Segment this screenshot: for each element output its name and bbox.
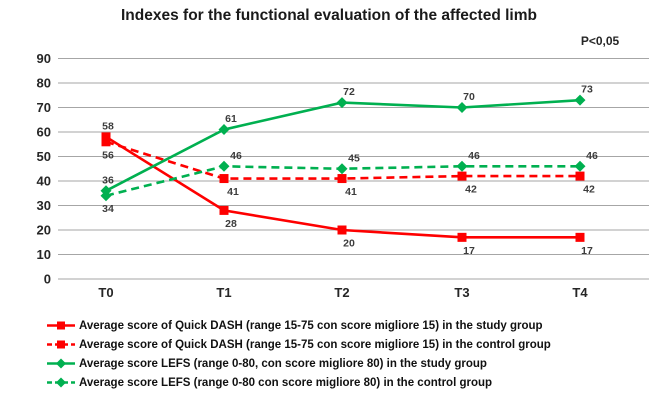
square-marker <box>337 225 347 235</box>
y-tick-label: 30 <box>37 198 51 213</box>
square-marker <box>337 174 347 184</box>
data-label: 61 <box>225 113 237 125</box>
diamond-marker <box>336 163 348 175</box>
series-2: 56 41 41 42 42 <box>101 137 595 198</box>
data-label: 46 <box>586 150 598 162</box>
green-diamond-key-icon <box>47 377 75 388</box>
data-label: 46 <box>468 150 480 162</box>
square-marker <box>457 232 467 242</box>
data-label: 34 <box>102 203 114 215</box>
data-label: 20 <box>343 238 355 250</box>
square-marker <box>219 205 229 215</box>
x-tick-label: T2 <box>334 285 349 300</box>
data-label: 28 <box>225 218 237 230</box>
red-square-key-icon <box>47 321 75 330</box>
legend: Average score of Quick DASH (range 15-75… <box>46 316 646 392</box>
series-1: 58 28 20 17 17 <box>101 120 593 257</box>
diamond-marker <box>456 160 468 172</box>
data-label: 42 <box>583 184 595 196</box>
chart-title: Indexes for the functional evaluation of… <box>121 7 537 24</box>
x-tick-label: T4 <box>572 285 588 300</box>
diamond-marker <box>100 190 112 202</box>
square-marker <box>219 174 229 184</box>
green-diamond-key-icon <box>47 358 75 369</box>
data-label: 41 <box>227 186 239 198</box>
x-tick-label: T1 <box>216 285 231 300</box>
y-tick-label: 40 <box>37 174 51 189</box>
legend-item-4: Average score LEFS (range 0-80 con score… <box>46 373 646 392</box>
y-tick-label: 70 <box>37 100 51 115</box>
square-marker <box>575 171 585 181</box>
data-label: 42 <box>465 184 477 196</box>
y-tick-label: 10 <box>37 247 51 262</box>
data-label: 56 <box>102 149 114 161</box>
y-tick-label: 20 <box>37 223 51 238</box>
legend-item-3: Average score LEFS (range 0-80, con scor… <box>46 354 646 373</box>
y-tick-label: 50 <box>37 149 51 164</box>
data-label: 41 <box>345 186 357 198</box>
y-tick-label: 90 <box>37 51 51 66</box>
y-tick-label: 0 <box>44 272 51 287</box>
x-tick-label: T3 <box>454 285 469 300</box>
p-value-annotation: P<0,05 <box>580 34 620 48</box>
square-marker <box>101 137 111 147</box>
data-label: 17 <box>581 245 593 257</box>
data-label: 45 <box>348 152 360 164</box>
diamond-marker <box>336 97 348 109</box>
square-marker <box>575 232 585 242</box>
red-square-key-icon <box>47 340 75 349</box>
x-tick-label: T0 <box>98 285 113 300</box>
series-line <box>105 135 580 239</box>
legend-item-label: Average score LEFS (range 0-80, con scor… <box>79 357 487 370</box>
data-label: 70 <box>463 91 475 103</box>
data-label: 58 <box>102 120 114 132</box>
legend-item-label: Average score of Quick DASH (range 15-75… <box>79 338 551 351</box>
legend-item-label: Average score of Quick DASH (range 15-75… <box>79 319 543 332</box>
diamond-marker <box>456 102 468 113</box>
legend-item-2: Average score of Quick DASH (range 15-75… <box>46 335 646 354</box>
data-label: 73 <box>581 84 593 96</box>
y-tick-label: 80 <box>37 76 51 91</box>
data-label: 72 <box>343 86 355 98</box>
data-label: 46 <box>230 150 242 162</box>
gridlines <box>58 58 649 280</box>
legend-item-label: Average score LEFS (range 0-80 con score… <box>79 376 493 389</box>
data-label: 17 <box>463 245 475 257</box>
y-tick-label: 60 <box>37 125 51 140</box>
diamond-marker <box>574 94 586 106</box>
diamond-marker <box>218 160 230 172</box>
square-marker <box>457 171 467 181</box>
series-4: 34 46 45 46 46 <box>100 150 598 215</box>
data-label: 36 <box>102 174 114 186</box>
diamond-marker <box>574 160 586 172</box>
legend-item-1: Average score of Quick DASH (range 15-75… <box>46 316 646 335</box>
diamond-marker <box>218 124 230 136</box>
series-3: 36 61 72 70 73 <box>100 84 593 197</box>
y-axis-tick-labels: 0 10 20 30 40 50 60 70 80 90 <box>37 51 51 287</box>
square-marker <box>101 132 111 142</box>
x-axis-tick-labels: T0 T1 T2 T3 T4 <box>98 285 588 300</box>
